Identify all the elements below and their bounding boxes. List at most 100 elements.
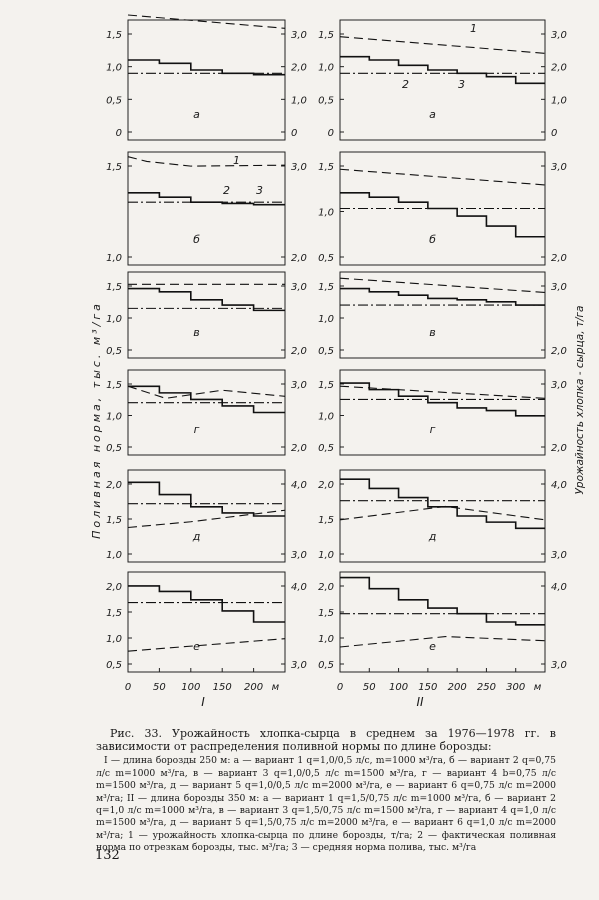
col2-x-tick-label: 50 (363, 682, 376, 693)
col2-panel-1-curve-label-3: 3 (458, 78, 465, 91)
col2-panel-1-right-tick-label: 2,0 (551, 63, 567, 74)
col2-panel-4-left-tick-label: 0,5 (318, 443, 334, 454)
col1-panel-2-yield-curve (127, 156, 286, 167)
col2-x-tick-label: 0 (337, 682, 343, 693)
col2-panel-4-panel-label: г (430, 423, 436, 436)
col1-panel-3-frame (127, 271, 286, 359)
col1-panel-1-left-tick-label: 0,5 (106, 95, 122, 106)
col2-panel-2-fact-norm-line (340, 192, 545, 238)
col1-panel-3-left-tick-label: 0,5 (106, 346, 122, 357)
col2-x-unit: м (534, 682, 542, 693)
col1-panel-4-right-tick-label: 2,0 (291, 443, 307, 454)
col2-panel-3-panel-label: в (429, 326, 435, 339)
col1-panel-6-panel-label: е (193, 640, 200, 653)
col1-panel-5-fact-norm-line (128, 481, 285, 517)
col1-panel-6-right-tick-label: 4,0 (291, 582, 307, 593)
col2-panel-3-left-tick-label: 1,0 (318, 314, 334, 325)
col2-x-tick-label: 100 (389, 682, 408, 693)
col1-panel-3-panel-label: в (193, 326, 199, 339)
col1-panel-2-left-tick-label: 1,5 (106, 162, 122, 173)
col2-panel-5-right-tick-label: 3,0 (551, 550, 567, 561)
col2-panel-5-yield-curve (339, 505, 546, 521)
col1-panel-4-yield-curve (127, 385, 286, 399)
col2-panel-2-panel-label: б (429, 233, 436, 246)
col1-panel-3-right-tick-label: 2,0 (291, 346, 307, 357)
col2-panel-5-left-tick-label: 1,0 (318, 550, 334, 561)
col2-panel-2-yield-curve (339, 168, 546, 186)
col2-panel-3-right-tick-label: 3,0 (551, 282, 567, 293)
col2-panel-1-panel-label: а (429, 108, 436, 121)
col1-x-tick-label: 0 (125, 682, 131, 693)
col1-panel-2-right-tick-label: 3,0 (291, 162, 307, 173)
col1-panel-2-panel-label: б (193, 233, 200, 246)
col1-panel-6-left-tick-label: 1,5 (106, 608, 122, 619)
col2-panel-2-right-tick-label: 2,0 (551, 253, 567, 264)
col2-panel-1-curve-label-1: 1 (470, 22, 477, 35)
col2-panel-3-left-tick-label: 1,5 (318, 282, 334, 293)
col2-panel-6-left-tick-label: 2,0 (318, 582, 334, 593)
col1-panel-2-curve-label-2: 2 (223, 184, 230, 197)
col2-panel-4-left-tick-label: 1,0 (318, 412, 334, 423)
col2-panel-1-left-tick-label: 1,0 (318, 63, 334, 74)
col2-panel-5-frame (339, 469, 546, 563)
col1-panel-5-panel-label: д (192, 530, 201, 543)
col2-panel-2-left-tick-label: 1,0 (318, 208, 334, 219)
col2-panel-5-fact-norm-line (340, 478, 545, 530)
col2-panel-3-yield-curve (339, 277, 546, 294)
col2-panel-6-fact-norm-line (340, 576, 545, 626)
col2-x-tick-label: 300 (506, 682, 525, 693)
col2-panel-5-left-tick-label: 1,5 (318, 515, 334, 526)
col2-panel-1-frame (339, 19, 546, 141)
col2-panel-6-yield-curve (339, 636, 546, 648)
col2-x-tick-label: 250 (477, 682, 496, 693)
col2-panel-5-panel-label: д (428, 530, 437, 543)
col1-panel-2-curve-label-3: 3 (256, 184, 263, 197)
col1-panel-3-left-tick-label: 1,5 (106, 282, 122, 293)
col2-panel-1-right-tick-label: 3,0 (551, 30, 567, 41)
col1-panel-1-right-tick-label: 3,0 (291, 30, 307, 41)
col2-panel-5-left-tick-label: 2,0 (318, 480, 334, 491)
caption-body: I — длина борозды 250 м: а — вариант 1 q… (96, 755, 556, 854)
figure-caption: Рис. 33. Урожайность хлопка-сырца в сред… (96, 727, 556, 855)
col2-panel-4-yield-curve (339, 385, 546, 399)
col1-panel-5-left-tick-label: 1,0 (106, 550, 122, 561)
col2-panel-4-right-tick-label: 2,0 (551, 443, 567, 454)
col1-panel-4-panel-label: г (194, 423, 200, 436)
col1-panel-6-right-tick-label: 3,0 (291, 660, 307, 671)
col2-panel-1-left-tick-label: 1,5 (318, 30, 334, 41)
col1-x-tick-label: 200 (244, 682, 263, 693)
col2-panel-6-right-tick-label: 3,0 (551, 660, 567, 671)
col2-panel-4-fact-norm-line (340, 382, 545, 417)
col2-panel-6-left-tick-label: 1,0 (318, 634, 334, 645)
right-axis-title: Урожайность хлопка - сырца, т/га (574, 306, 586, 495)
col2-panel-6-panel-label: е (429, 640, 436, 653)
col1-panel-1-left-tick-label: 0 (116, 128, 122, 139)
col1-panel-3-right-tick-label: 3,0 (291, 282, 307, 293)
col1-panel-2-frame (127, 151, 286, 266)
col1-panel-2-curve-label-1: 1 (233, 154, 240, 167)
col2-panel-1-left-tick-label: 0,5 (318, 95, 334, 106)
caption-title: Рис. 33. Урожайность хлопка-сырца в сред… (96, 727, 556, 754)
col2-panel-1-right-tick-label: 0 (551, 128, 557, 139)
col1-panel-1-fact-norm-line (128, 59, 285, 76)
col1-panel-3-fact-norm-line (128, 287, 285, 312)
col1-x-unit: м (272, 682, 280, 693)
col1-panel-6-left-tick-label: 1,0 (106, 634, 122, 645)
col1-panel-4-fact-norm-line (128, 385, 285, 414)
col2-panel-4-right-tick-label: 3,0 (551, 380, 567, 391)
col2-panel-2-right-tick-label: 3,0 (551, 162, 567, 173)
col1-panel-4-left-tick-label: 1,0 (106, 412, 122, 423)
col2-panel-3-right-tick-label: 2,0 (551, 346, 567, 357)
col1-panel-2-left-tick-label: 1,0 (106, 253, 122, 264)
col2-panel-6-left-tick-label: 0,5 (318, 660, 334, 671)
col1-panel-1-left-tick-label: 1,0 (106, 63, 122, 74)
column-label-I: I (201, 695, 205, 709)
col1-panel-6-left-tick-label: 0,5 (106, 660, 122, 671)
col2-panel-1-right-tick-label: 1,0 (551, 95, 567, 106)
col1-panel-1-left-tick-label: 1,5 (106, 30, 122, 41)
col2-panel-1-fact-norm-line (340, 55, 545, 85)
col1-x-tick-label: 100 (181, 682, 200, 693)
col1-panel-6-left-tick-label: 2,0 (106, 582, 122, 593)
col1-panel-4-right-tick-label: 3,0 (291, 380, 307, 391)
col2-x-tick-label: 200 (448, 682, 467, 693)
